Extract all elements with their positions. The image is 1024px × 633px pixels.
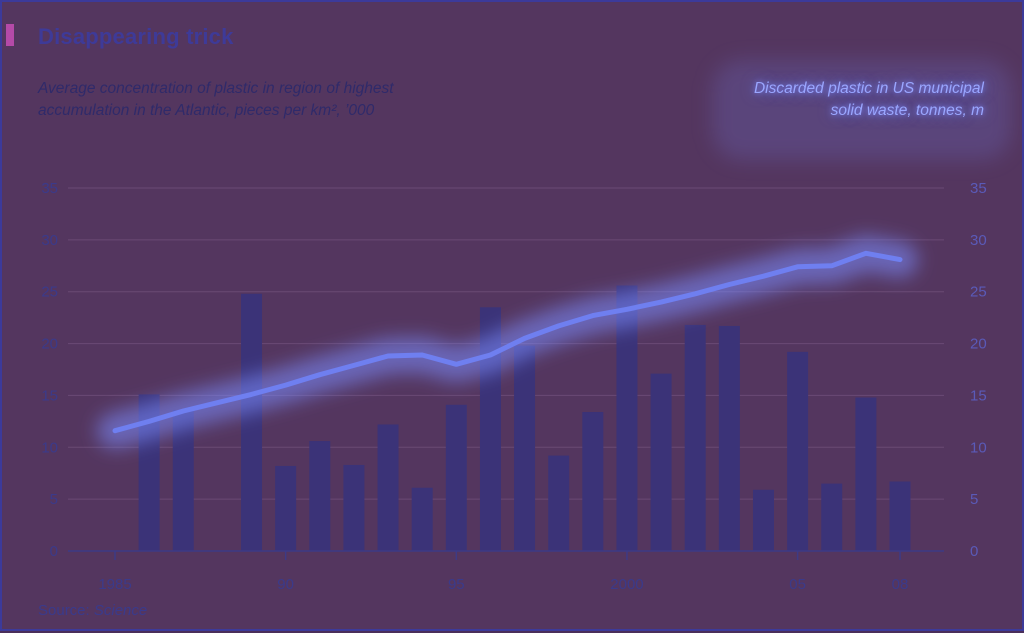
- x-tick-label: 08: [892, 576, 909, 593]
- bar: [616, 285, 638, 551]
- right-axis-title-glow: [712, 60, 1012, 160]
- axis-layer: [68, 550, 944, 560]
- x-tick-label: 2000: [610, 576, 643, 593]
- y-tick-left: 25: [41, 284, 58, 301]
- bar: [172, 409, 194, 551]
- y-tick-right: 35: [970, 180, 987, 197]
- bar: [650, 373, 672, 551]
- line-layer: [97, 235, 918, 449]
- left-axis-title: Average concentration of plastic in regi…: [38, 80, 394, 119]
- bar: [514, 345, 536, 551]
- bar: [684, 324, 706, 551]
- y-tick-right: 5: [970, 491, 978, 508]
- chart-title: Disappearing trick: [38, 24, 234, 49]
- title-accent-bar: [6, 24, 14, 46]
- x-tick-label: 90: [277, 576, 294, 593]
- bar: [787, 351, 809, 551]
- bar: [718, 325, 740, 551]
- source-note: Source: Science: [38, 602, 147, 619]
- y-tick-right: 20: [970, 336, 987, 353]
- right-axis-title: Discarded plastic in US municipal solid …: [753, 80, 984, 119]
- y-tick-right: 10: [970, 439, 987, 456]
- y-tick-left: 30: [41, 232, 58, 249]
- bar: [241, 293, 263, 551]
- bar: [889, 481, 911, 551]
- bar: [855, 397, 877, 551]
- y-tick-right: 25: [970, 284, 987, 301]
- y-tick-left: 10: [41, 439, 58, 456]
- x-tick-label: 05: [789, 576, 806, 593]
- line-series-glow: [97, 235, 918, 449]
- bar: [821, 483, 843, 551]
- line-series: [112, 250, 903, 434]
- y-tick-right: 15: [970, 387, 987, 404]
- y-tick-right: 0: [970, 543, 978, 560]
- source-name: Science: [93, 602, 148, 619]
- bar: [377, 424, 399, 551]
- bar: [548, 455, 570, 551]
- bar: [445, 404, 467, 551]
- y-tick-left: 20: [41, 336, 58, 353]
- bar-layer: [138, 285, 911, 551]
- bar: [752, 489, 774, 551]
- bar: [343, 464, 365, 551]
- source-label: Source:: [38, 602, 94, 619]
- bar: [582, 412, 604, 551]
- bar: [309, 441, 331, 551]
- x-tick-label: 95: [448, 576, 465, 593]
- bar: [275, 465, 297, 551]
- y-tick-left: 0: [50, 543, 58, 560]
- x-tick-label: 1985: [98, 576, 131, 593]
- bar: [411, 487, 433, 551]
- y-tick-right: 30: [970, 232, 987, 249]
- y-tick-left: 15: [41, 387, 58, 404]
- y-tick-left: 35: [41, 180, 58, 197]
- y-tick-left: 5: [50, 491, 58, 508]
